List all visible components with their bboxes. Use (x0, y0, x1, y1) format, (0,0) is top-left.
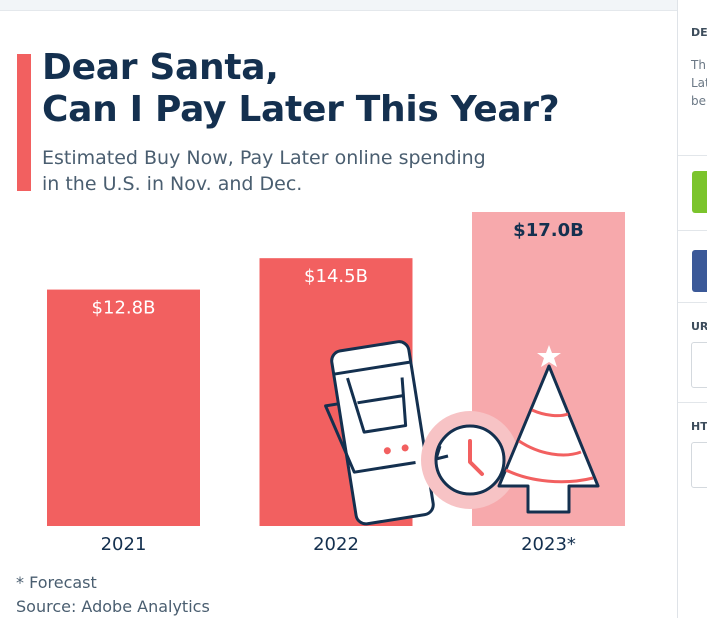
url-label: UR (691, 320, 707, 333)
embed-side-panel: DE Th Lat be UR HT (677, 0, 707, 618)
description-label: DE (691, 26, 707, 39)
description-text: Th Lat be (691, 56, 707, 110)
html-label: HT (691, 420, 707, 433)
data-label-2023: $17.0B (513, 220, 584, 241)
share-button[interactable] (692, 250, 707, 292)
x-tick-label-2022: 2022 (313, 534, 359, 555)
description-line-2: Lat (691, 74, 707, 92)
panel-divider (678, 230, 707, 231)
x-tick-label-2021: 2021 (101, 534, 147, 555)
data-label-2021: $12.8B (92, 298, 156, 319)
description-line-3: be (691, 92, 707, 110)
download-button[interactable] (692, 171, 707, 213)
panel-divider (678, 402, 707, 403)
url-field[interactable] (691, 342, 707, 388)
description-line-1: Th (691, 56, 707, 74)
data-label-2022: $14.5B (304, 266, 368, 287)
panel-divider (678, 302, 707, 303)
x-tick-label-2023: 2023* (521, 534, 576, 555)
bar-chart: $12.8B 2021 $14.5B 2022 $17.0B 2023* (0, 0, 677, 618)
panel-divider (678, 155, 707, 156)
bar-2021 (47, 290, 200, 526)
html-embed-field[interactable] (691, 442, 707, 488)
clock-icon (421, 411, 519, 509)
